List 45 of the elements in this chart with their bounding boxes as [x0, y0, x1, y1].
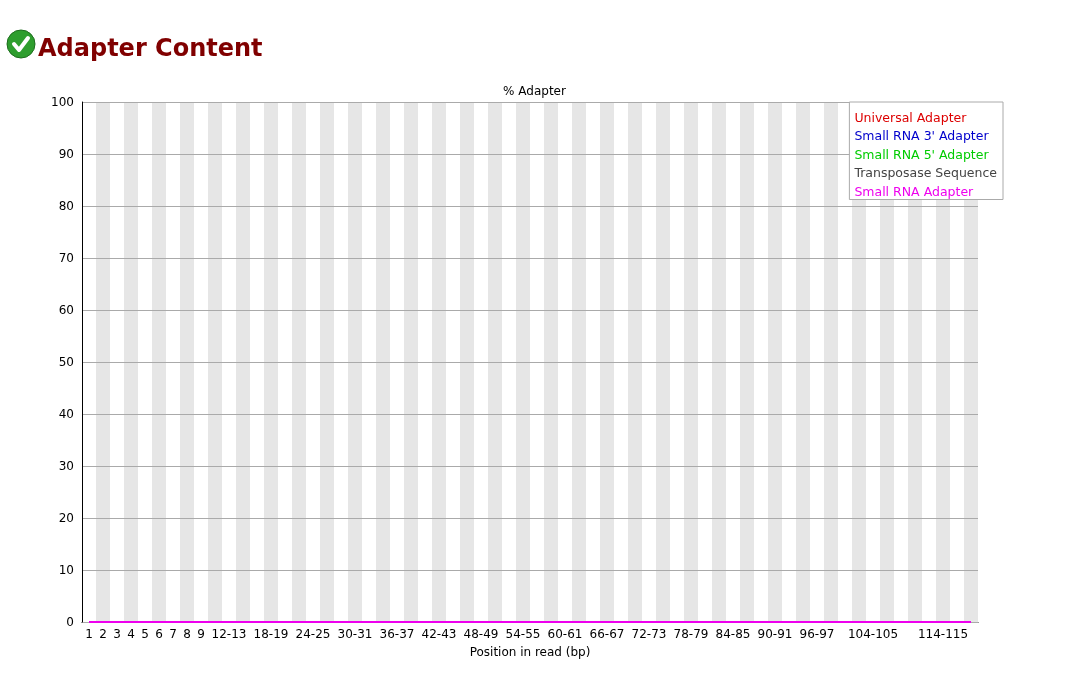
x-tick-label: 5 — [141, 627, 149, 641]
legend-label: Small RNA 3' Adapter — [854, 128, 990, 143]
x-tick-label: 4 — [127, 627, 135, 641]
x-tick-label: 42-43 — [421, 627, 457, 641]
x-tick-label: 12-13 — [211, 627, 247, 641]
x-tick-label: 30-31 — [337, 627, 373, 641]
y-tick-label: 10 — [58, 563, 74, 577]
legend-label: Transposase Sequence — [853, 165, 998, 180]
x-tick-label: 18-19 — [253, 627, 289, 641]
x-tick-label: 7 — [169, 627, 177, 641]
x-tick-label: 54-55 — [505, 627, 541, 641]
x-tick-label: 2 — [99, 627, 107, 641]
legend-label: Universal Adapter — [854, 109, 968, 125]
x-tick-label: 6 — [155, 627, 163, 641]
x-tick-label: 114-115 — [917, 627, 969, 641]
y-tick-label: 100 — [51, 95, 74, 109]
x-tick-label: 96-97 — [799, 627, 835, 641]
x-tick-label: 60-61 — [547, 627, 583, 641]
y-tick-label: 70 — [58, 251, 74, 265]
x-tick-label: 84-85 — [715, 627, 751, 641]
x-tick-label: 48-49 — [463, 627, 499, 641]
x-tick-label: 72-73 — [631, 627, 667, 641]
x-tick-label: 36-37 — [379, 627, 415, 641]
x-tick-label: 66-67 — [589, 627, 625, 641]
x-tick-label: 8 — [183, 627, 191, 641]
x-tick-label: 90-91 — [757, 627, 793, 641]
y-tick-label: 40 — [58, 407, 74, 421]
y-tick-label: 30 — [58, 459, 74, 473]
y-tick-label: 60 — [58, 303, 74, 317]
y-tick-label: 0 — [66, 615, 74, 629]
x-tick-label: 78-79 — [673, 627, 709, 641]
chart-title: Adapter Content — [38, 34, 263, 62]
x-tick-label: 3 — [113, 627, 121, 641]
x-tick-label: 104-105 — [847, 627, 899, 641]
y-tick-label: 20 — [58, 511, 74, 525]
y-tick-label: 90 — [58, 147, 74, 161]
text: Small RNA Adapter — [854, 183, 975, 199]
x-tick-label: 24-25 — [295, 627, 331, 641]
legend-label: Small RNA 5' Adapter — [854, 146, 990, 162]
y-tick-label: 80 — [58, 199, 74, 213]
x-tick-label: 1 — [85, 627, 93, 641]
y-tick-label: 50 — [58, 355, 74, 369]
chart-subtitle: % Adapter — [503, 84, 566, 98]
x-axis-title: Position in read (bp) — [469, 645, 591, 659]
x-tick-label: 9 — [197, 627, 205, 641]
